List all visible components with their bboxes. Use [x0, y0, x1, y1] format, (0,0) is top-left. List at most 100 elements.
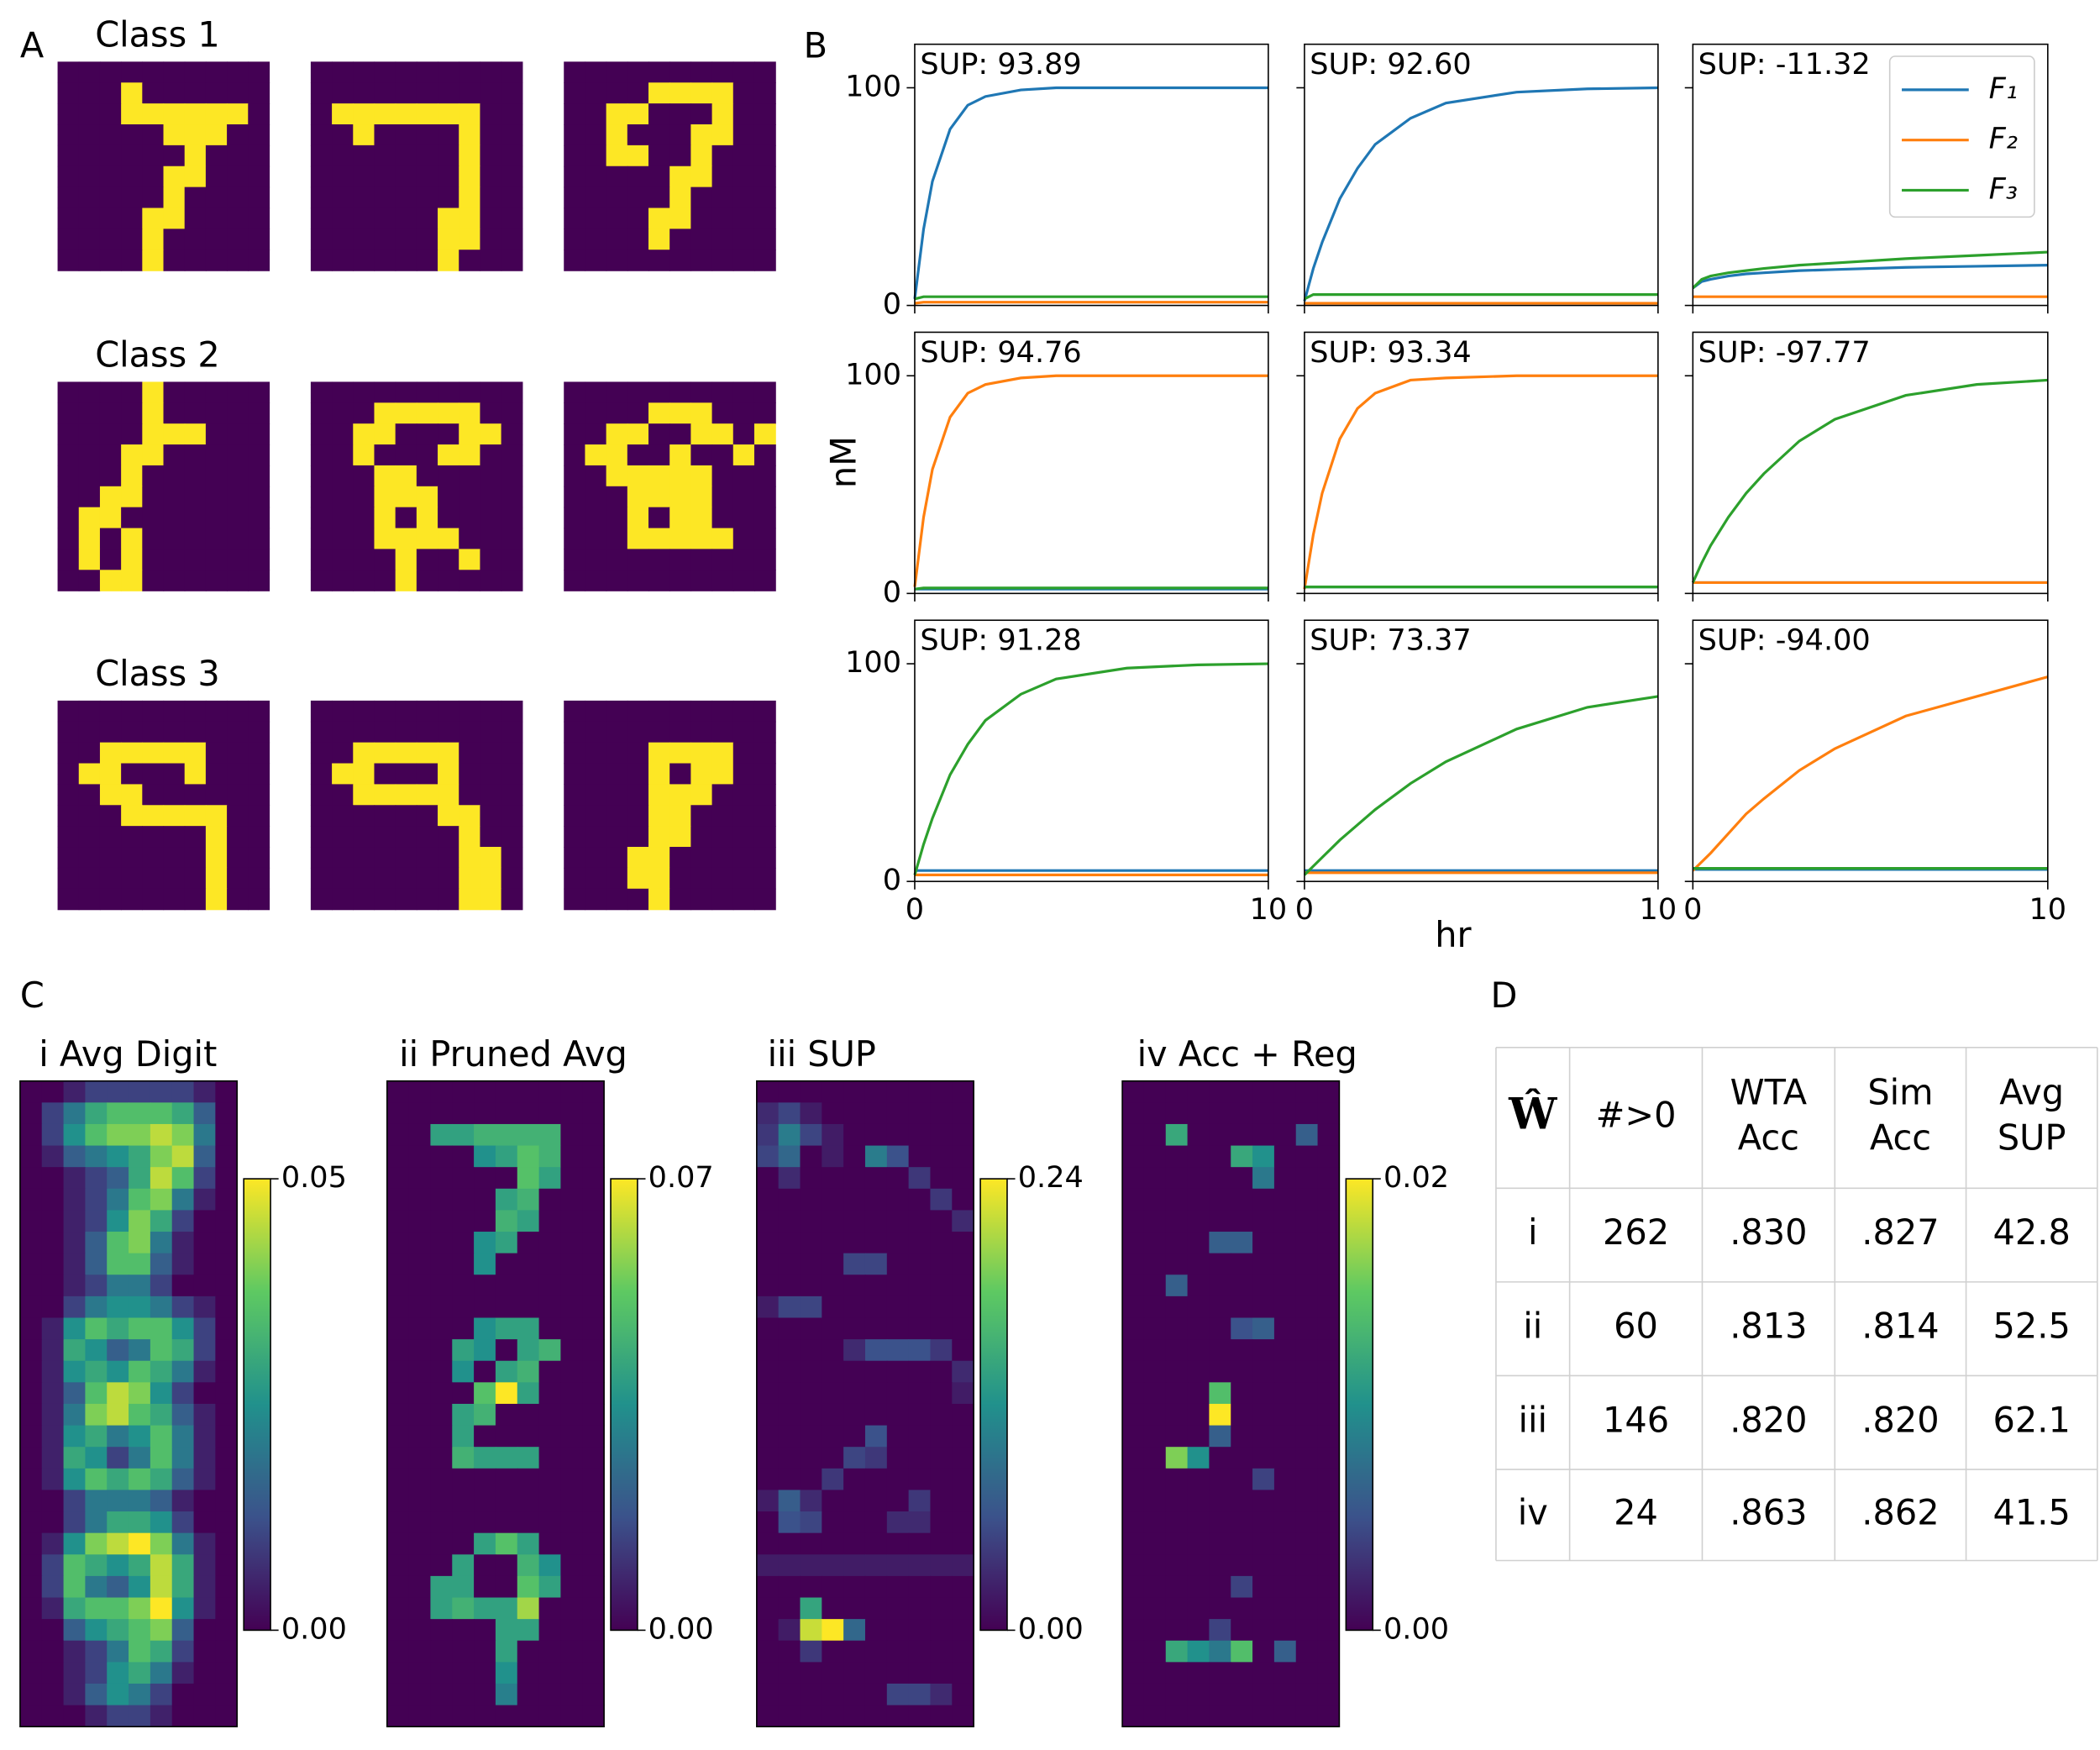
pixel [78, 805, 101, 827]
pixel [564, 528, 586, 550]
pixel [669, 784, 692, 806]
heatmap-cell [1122, 1554, 1145, 1577]
heatmap-cell [800, 1317, 822, 1340]
heatmap-cell [408, 1317, 432, 1340]
heatmap-cell [1187, 1532, 1210, 1555]
pixel [374, 888, 396, 911]
pixel [142, 784, 165, 806]
heatmap-cell [560, 1597, 583, 1620]
pixel [648, 82, 670, 104]
heatmap-cell [19, 1575, 43, 1599]
pixel [121, 700, 143, 723]
annotation: SUP: 94.76 [920, 335, 1081, 370]
heatmap-cell [193, 1253, 217, 1275]
heatmap-cell [474, 1468, 496, 1491]
pixel [711, 549, 734, 570]
pixel [310, 423, 333, 445]
pixel [227, 229, 249, 250]
heatmap-cell [1143, 1532, 1167, 1555]
pixel [99, 229, 122, 250]
heatmap-cell [107, 1532, 129, 1555]
heatmap-cell [1317, 1640, 1341, 1663]
pixel [57, 381, 80, 403]
heatmap-cell [386, 1468, 410, 1491]
heatmap-cell [517, 1490, 540, 1512]
heatmap-cell [1231, 1662, 1253, 1684]
pixel [732, 570, 755, 591]
pixel [606, 888, 628, 911]
pixel [205, 402, 228, 424]
heatmap-cell [1295, 1382, 1319, 1405]
plot-frame [1692, 43, 2049, 307]
pixel [416, 486, 438, 508]
heatmap-cell [1252, 1490, 1275, 1512]
pixel [205, 103, 228, 125]
pixel [416, 570, 438, 591]
pixel [732, 700, 755, 723]
pixel [163, 549, 186, 570]
series-line [913, 86, 1268, 300]
heatmap-cell [150, 1145, 173, 1168]
heatmap-cell [864, 1468, 888, 1491]
heatmap-cell [560, 1253, 583, 1275]
pixel [564, 61, 586, 83]
pixel [163, 742, 186, 765]
heatmap-cell [756, 1102, 780, 1125]
heatmap-cell [1317, 1490, 1341, 1512]
heatmap-cell [822, 1102, 844, 1125]
heatmap-cell [1209, 1662, 1231, 1684]
heatmap-cell [193, 1317, 217, 1340]
heatmap-cell [1187, 1490, 1210, 1512]
heatmap-cell [1295, 1619, 1319, 1642]
heatmap-cell [386, 1640, 410, 1663]
heatmap-cell [1122, 1360, 1145, 1383]
pixel [585, 381, 607, 403]
heatmap-cell [800, 1425, 822, 1448]
pixel [438, 82, 459, 104]
heatmap-cell [778, 1317, 801, 1340]
heatmap-cell [800, 1683, 822, 1706]
heatmap-cell [778, 1447, 801, 1469]
pixel [248, 763, 270, 786]
pixel [438, 847, 459, 869]
heatmap-cell [386, 1382, 410, 1405]
heatmap-cell [560, 1490, 583, 1512]
heatmap-cell [1122, 1640, 1145, 1663]
pixel [585, 423, 607, 445]
heatmap-cell [1231, 1232, 1253, 1254]
heatmap-cell [930, 1210, 953, 1232]
pixel [732, 381, 755, 403]
heatmap-cell [474, 1295, 496, 1319]
heatmap-cell [843, 1705, 866, 1727]
pixel [353, 507, 375, 529]
heatmap-cell [1317, 1339, 1341, 1362]
pixel [248, 124, 270, 146]
heatmap-cell [474, 1403, 496, 1427]
pixel [78, 229, 101, 250]
pixel [374, 507, 396, 529]
heatmap-cell [63, 1705, 87, 1727]
heatmap-cell [495, 1554, 518, 1577]
heatmap-cell [150, 1662, 173, 1684]
heatmap-cell [930, 1295, 953, 1319]
heatmap-cell [908, 1188, 932, 1211]
pixel [753, 103, 776, 125]
pixel [690, 570, 713, 591]
pixel [606, 124, 628, 146]
heatmap-cell [1209, 1511, 1231, 1534]
pixel [78, 528, 101, 550]
heatmap-cell [864, 1382, 888, 1405]
heatmap-cell [538, 1253, 562, 1275]
pixel [669, 867, 692, 890]
heatmap-cell [1317, 1253, 1341, 1275]
heatmap-cell [756, 1232, 780, 1254]
pixel [753, 528, 776, 550]
heatmap-cell [150, 1403, 173, 1427]
pixel [374, 229, 396, 250]
pixel [332, 250, 354, 271]
heatmap-cell [85, 1425, 108, 1448]
heatmap-cell [843, 1360, 866, 1383]
pixel [121, 721, 143, 744]
heatmap-cell [452, 1640, 475, 1663]
pixel [732, 507, 755, 529]
